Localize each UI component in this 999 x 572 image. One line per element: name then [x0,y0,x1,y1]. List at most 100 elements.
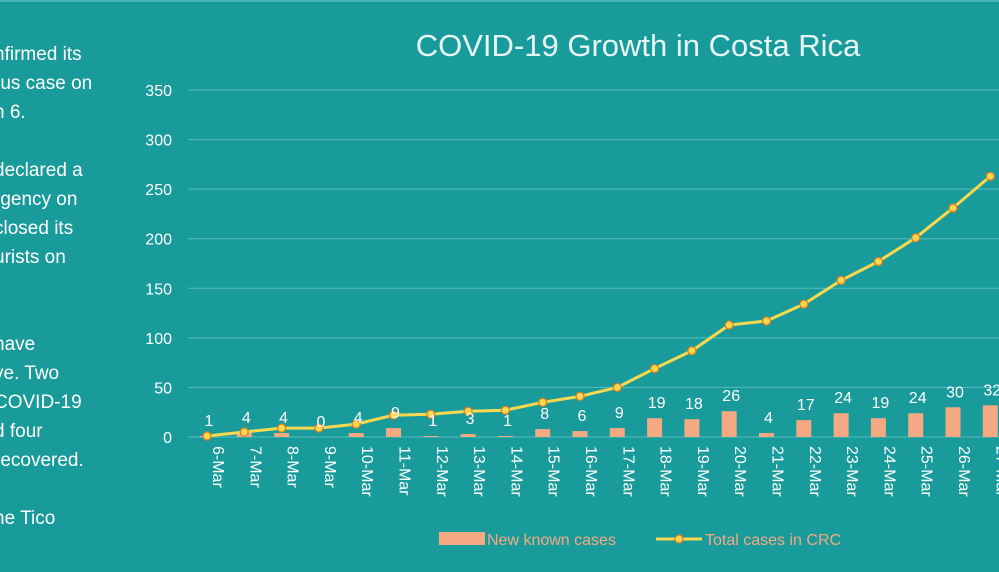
x-tick-label: 7-Mar [246,446,263,488]
total-cases-point [873,256,884,267]
y-tick-label: 0 [163,430,172,447]
total-cases-point [724,320,734,330]
bar-data-label: 3 [466,411,475,428]
total-cases-point [948,203,958,213]
bar-data-label: 24 [834,390,852,407]
x-tick-label: 11-Mar [396,446,413,496]
bar-new-cases [423,436,439,437]
bar-data-label: 4 [279,410,288,427]
bar-data-label: 6 [578,408,587,425]
y-tick-label: 50 [154,380,172,397]
x-tick-label: 13-Mar [470,446,487,497]
x-tick-label: 24-Mar [880,446,897,497]
bar-new-cases [535,429,551,437]
x-tick-label: 16-Mar [582,446,599,497]
bar-new-cases [759,433,774,437]
x-tick-label: 20-Mar [731,446,748,497]
bar-data-label: 32 [983,382,999,399]
total-cases-point [612,382,622,393]
bar-data-label: 4 [354,410,363,427]
article-text-line: rgency on [0,189,78,210]
x-tick-label: 12-Mar [433,446,450,497]
y-tick-label: 300 [145,133,172,150]
x-tick-label: 22-Mar [806,446,823,497]
bar-new-cases [274,433,290,437]
bar-new-cases [386,428,401,437]
bar-new-cases [870,418,886,437]
bar-new-cases [609,428,625,437]
bar-data-label: 9 [391,405,400,422]
bar-data-label: 9 [615,405,624,422]
bar-data-label: 4 [242,410,251,427]
x-tick-label: 26-Mar [955,446,972,497]
total-cases-point [575,391,585,401]
bar-new-cases [460,434,476,437]
legend-swatch-marker [674,534,684,544]
top-divider [0,0,999,2]
y-axis-ticks: 0 50 100 150 200 250 300 350 [145,83,172,447]
total-cases-polyline [206,175,992,438]
bar-data-label: 18 [685,396,703,413]
article-text-line: COVID-19 [0,392,82,413]
article-text-line: have [0,334,36,355]
article-text-line: nfirmed its [0,44,82,65]
total-cases-point [761,316,772,326]
x-tick-label: 21-Mar [769,446,786,497]
x-tick-label: 25-Mar [918,446,935,497]
bar-data-label: 19 [648,395,666,412]
x-tick-label: 6-Mar [209,446,226,488]
article-text-line: declared a [0,160,83,181]
total-cases-point [239,427,249,437]
bar-new-cases [684,419,700,437]
total-cases-point [500,405,510,415]
total-cases-point [277,423,287,433]
total-cases-point [687,346,697,356]
bar-data-label: 24 [909,390,927,407]
x-tick-label: 10-Mar [358,446,375,497]
total-cases-point [202,431,212,441]
x-tick-label: 23-Mar [843,446,860,497]
bar-data-label: 26 [722,388,740,405]
total-cases-point [799,299,809,309]
y-tick-label: 200 [145,232,172,249]
y-tick-label: 150 [145,281,172,298]
bar-new-cases [945,407,961,437]
y-tick-label: 250 [145,182,172,199]
article-text-line: urists on [0,247,66,268]
bar-new-cases [908,413,924,437]
x-tick-label: 15-Mar [545,446,562,497]
total-cases-point [836,275,846,285]
total-cases-point [314,423,324,433]
legend-label-total-cases: Total cases in CRC [705,532,841,549]
bar-new-cases [348,433,364,437]
total-cases-point [911,233,921,243]
bar-new-cases [572,431,588,437]
total-cases-point [538,397,548,407]
total-cases-point [351,419,361,429]
x-tick-label: 19-Mar [694,446,711,497]
grid-lines [188,89,999,438]
article-text-line: rus case on [0,73,93,94]
x-tick-label: 17-Mar [619,446,636,497]
chart-title: COVID-19 Growth in Costa Rica [416,28,861,63]
y-tick-label: 100 [145,331,172,348]
article-text-fragment: nfirmed its rus case on n 6. declared a rge… [0,40,129,533]
x-tick-label: 8-Mar [284,446,301,488]
article-text-line: n 6. [0,102,26,123]
legend: New known cases Total cases in CRC [439,532,841,549]
total-cases-point [985,171,995,181]
x-tick-label: 9-Mar [321,446,338,488]
total-cases-point [388,410,399,420]
article-text-line: closed its [0,218,74,239]
bar-data-label: 1 [205,413,214,430]
bar-data-label: 4 [764,410,773,427]
bar-new-cases [796,420,812,437]
bar-new-cases [721,411,737,437]
legend-swatch-new-cases [439,532,485,545]
article-text-line: ve. Two [0,363,60,384]
x-tick-label: 27-Mar [992,446,999,497]
article-text-line: recovered. [0,450,84,471]
x-axis-ticks: 6-Mar 7-Mar 8-Mar 9-Mar 10-Mar 11-Mar 12-Mar 13… [209,446,999,497]
